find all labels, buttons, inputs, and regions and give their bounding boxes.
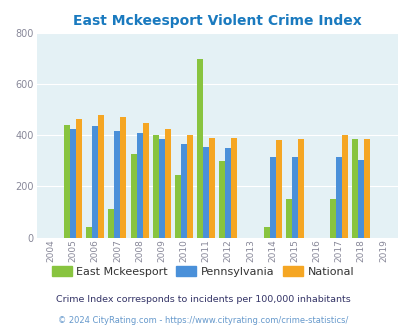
Bar [181, 144, 186, 238]
Bar [219, 161, 225, 238]
Bar [108, 210, 114, 238]
Bar [329, 199, 335, 238]
Text: © 2024 CityRating.com - https://www.cityrating.com/crime-statistics/: © 2024 CityRating.com - https://www.city… [58, 316, 347, 325]
Bar [175, 175, 181, 238]
Bar [152, 135, 158, 238]
Bar [76, 119, 82, 238]
Bar [70, 129, 76, 238]
Legend: East Mckeesport, Pennsylvania, National: East Mckeesport, Pennsylvania, National [47, 261, 358, 281]
Bar [297, 139, 303, 238]
Bar [263, 227, 269, 238]
Text: Crime Index corresponds to incidents per 100,000 inhabitants: Crime Index corresponds to incidents per… [55, 295, 350, 304]
Bar [335, 157, 341, 238]
Bar [341, 135, 347, 238]
Bar [231, 138, 237, 238]
Bar [202, 147, 209, 238]
Bar [186, 135, 192, 238]
Title: East Mckeesport Violent Crime Index: East Mckeesport Violent Crime Index [72, 14, 361, 28]
Bar [209, 138, 215, 238]
Bar [98, 115, 104, 238]
Bar [86, 227, 92, 238]
Bar [358, 160, 363, 238]
Bar [197, 59, 202, 238]
Bar [92, 126, 98, 238]
Bar [136, 133, 142, 238]
Bar [275, 141, 281, 238]
Bar [352, 139, 358, 238]
Bar [120, 117, 126, 238]
Bar [269, 157, 275, 238]
Bar [142, 122, 148, 238]
Bar [130, 154, 136, 238]
Bar [363, 139, 369, 238]
Bar [158, 139, 164, 238]
Bar [285, 199, 291, 238]
Bar [225, 148, 231, 238]
Bar [164, 129, 171, 238]
Bar [114, 131, 120, 238]
Bar [64, 125, 70, 238]
Bar [291, 157, 297, 238]
